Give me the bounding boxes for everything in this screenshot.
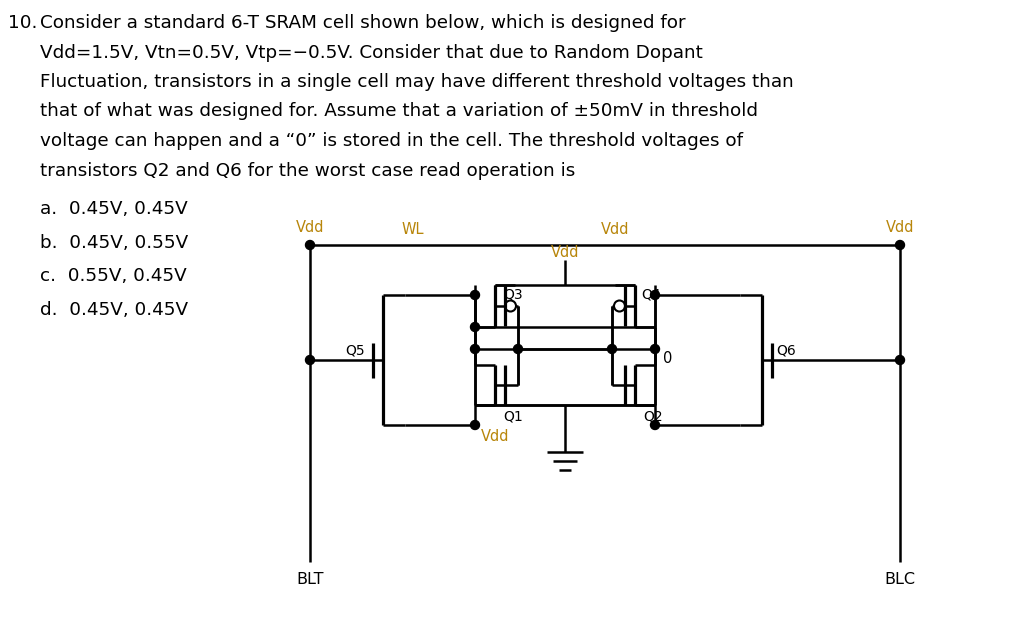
Text: Vdd: Vdd	[601, 222, 630, 237]
Text: a.  0.45V, 0.45V: a. 0.45V, 0.45V	[40, 200, 187, 218]
Text: BLC: BLC	[884, 572, 915, 587]
Circle shape	[896, 241, 905, 250]
Text: Q3: Q3	[503, 288, 523, 302]
Circle shape	[471, 344, 480, 354]
Text: 10.: 10.	[8, 14, 38, 32]
Text: voltage can happen and a “0” is stored in the cell. The threshold voltages of: voltage can happen and a “0” is stored i…	[40, 132, 743, 150]
Text: Fluctuation, transistors in a single cell may have different threshold voltages : Fluctuation, transistors in a single cel…	[40, 73, 794, 91]
Text: BLT: BLT	[297, 572, 324, 587]
Text: Q1: Q1	[503, 409, 523, 423]
Text: Vdd: Vdd	[550, 245, 579, 260]
Circle shape	[471, 322, 480, 332]
Text: 0: 0	[663, 351, 673, 366]
Text: that of what was designed for. Assume that a variation of ±50mV in threshold: that of what was designed for. Assume th…	[40, 102, 758, 120]
Text: c.  0.55V, 0.45V: c. 0.55V, 0.45V	[40, 267, 186, 285]
Text: b.  0.45V, 0.55V: b. 0.45V, 0.55V	[40, 233, 189, 251]
Text: Q6: Q6	[776, 343, 796, 357]
Text: Consider a standard 6-T SRAM cell shown below, which is designed for: Consider a standard 6-T SRAM cell shown …	[40, 14, 686, 32]
Circle shape	[514, 344, 523, 354]
Text: transistors Q2 and Q6 for the worst case read operation is: transistors Q2 and Q6 for the worst case…	[40, 162, 576, 179]
Circle shape	[306, 241, 315, 250]
Circle shape	[607, 344, 616, 354]
Text: WL: WL	[401, 222, 424, 237]
Circle shape	[471, 290, 480, 300]
Text: Q4: Q4	[641, 288, 660, 302]
Text: Q2: Q2	[643, 409, 662, 423]
Circle shape	[896, 356, 905, 364]
Circle shape	[650, 290, 659, 300]
Circle shape	[306, 356, 315, 364]
Text: Vdd=1.5V, Vtn=0.5V, Vtp=−0.5V. Consider that due to Random Dopant: Vdd=1.5V, Vtn=0.5V, Vtp=−0.5V. Consider …	[40, 43, 703, 61]
Text: Q5: Q5	[345, 343, 365, 357]
Circle shape	[650, 344, 659, 354]
Text: Vdd: Vdd	[886, 220, 914, 235]
Text: Vdd: Vdd	[296, 220, 324, 235]
Text: Vdd: Vdd	[481, 429, 510, 444]
Text: d.  0.45V, 0.45V: d. 0.45V, 0.45V	[40, 300, 189, 319]
Circle shape	[471, 421, 480, 429]
Circle shape	[650, 421, 659, 429]
